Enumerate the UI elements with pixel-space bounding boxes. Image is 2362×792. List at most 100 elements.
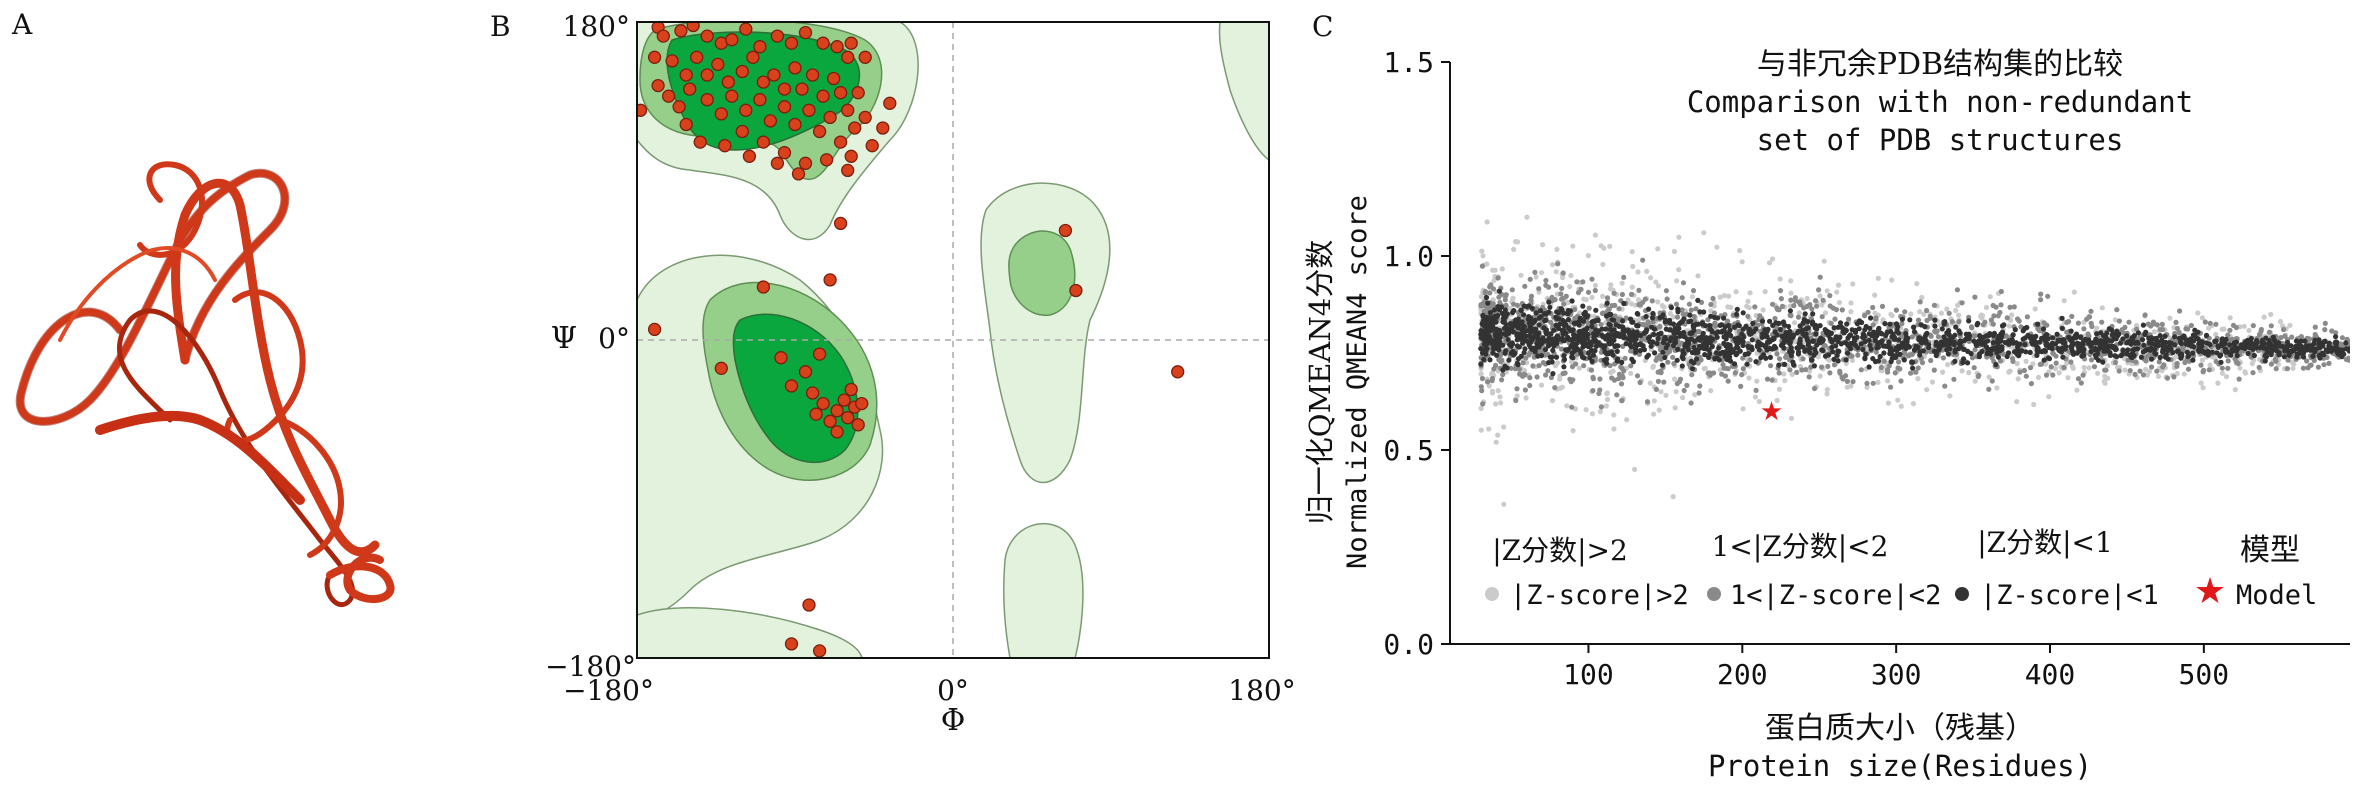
scatter-point-z-1to2 bbox=[1723, 365, 1729, 371]
scatter-point-z-gt2 bbox=[1514, 393, 1520, 399]
scatter-point-z-lt1 bbox=[2205, 352, 2211, 358]
scatter-point-z-lt1 bbox=[2054, 331, 2060, 337]
legend-model-en: Model bbox=[2236, 580, 2317, 611]
scatter-point-z-1to2 bbox=[2010, 356, 2016, 362]
scatter-point-z-1to2 bbox=[1812, 385, 1818, 392]
scatter-point-z-1to2 bbox=[1768, 363, 1774, 369]
scatter-point-z-1to2 bbox=[1740, 355, 1746, 361]
scatter-point-z-lt1 bbox=[2146, 340, 2152, 346]
scatter-point-z-gt2 bbox=[1628, 370, 1634, 376]
scatter-point-z-1to2 bbox=[2198, 362, 2204, 368]
scatter-point-z-gt2 bbox=[2261, 314, 2267, 320]
y-tick-label: 0.5 bbox=[1383, 434, 1434, 467]
scatter-point-z-lt1 bbox=[1642, 329, 1649, 335]
scatter-point-z-lt1 bbox=[1643, 314, 1649, 320]
scatter-point-z-1to2 bbox=[2088, 357, 2095, 363]
residue-point bbox=[683, 82, 697, 96]
scatter-point-z-1to2 bbox=[2024, 314, 2030, 320]
scatter-point-z-1to2 bbox=[1598, 349, 1604, 355]
scatter-point-z-gt2 bbox=[1959, 368, 1965, 374]
scatter-point-z-gt2 bbox=[1592, 282, 1598, 289]
scatter-point-z-1to2 bbox=[2164, 375, 2171, 381]
scatter-point-z-lt1 bbox=[1841, 330, 1847, 336]
scatter-point-z-1to2 bbox=[1794, 369, 1800, 375]
scatter-point-z-gt2 bbox=[1495, 388, 1501, 394]
scatter-point-z-lt1 bbox=[1522, 333, 1528, 339]
scatter-point-z-lt1 bbox=[1485, 300, 1491, 306]
scatter-point-z-lt1 bbox=[1608, 332, 1614, 338]
scatter-point-z-gt2 bbox=[1651, 398, 1657, 404]
scatter-point-z-lt1 bbox=[2296, 342, 2302, 348]
scatter-point-z-lt1 bbox=[2197, 339, 2203, 345]
scatter-point-z-1to2 bbox=[1574, 279, 1580, 285]
scatter-point-z-gt2 bbox=[1872, 292, 1878, 298]
scatter-point-z-lt1 bbox=[2046, 356, 2053, 362]
y-axis-label-en: Normalized QMEAN4 score bbox=[1342, 195, 1373, 569]
scatter-point-z-gt2 bbox=[2198, 380, 2204, 386]
scatter-point-z-gt2 bbox=[2071, 289, 2077, 295]
residue-point bbox=[637, 103, 648, 117]
scatter-point-z-lt1 bbox=[1725, 341, 1731, 348]
scatter-point-z-lt1 bbox=[2153, 335, 2159, 341]
scatter-point-z-lt1 bbox=[1491, 345, 1498, 351]
scatter-point-z-gt2 bbox=[2112, 317, 2118, 323]
scatter-point-z-lt1 bbox=[1774, 332, 1780, 338]
scatter-point-z-lt1 bbox=[1933, 350, 1939, 356]
scatter-point-z-lt1 bbox=[1779, 333, 1785, 339]
scatter-point-z-lt1 bbox=[2284, 344, 2290, 350]
scatter-point-z-lt1 bbox=[1893, 345, 1899, 351]
scatter-point-z-gt2 bbox=[1747, 290, 1753, 296]
scatter-point-z-lt1 bbox=[1521, 312, 1527, 318]
scatter-point-z-lt1 bbox=[1556, 316, 1562, 322]
scatter-point-z-1to2 bbox=[1892, 370, 1898, 376]
scatter-point-z-lt1 bbox=[2066, 334, 2072, 340]
scatter-point-z-lt1 bbox=[1502, 350, 1508, 356]
scatter-point-z-1to2 bbox=[2213, 321, 2219, 327]
scatter-point-z-1to2 bbox=[1673, 301, 1680, 307]
scatter-point-z-gt2 bbox=[1740, 406, 1746, 412]
scatter-point-z-gt2 bbox=[1929, 379, 1936, 385]
scatter-point-z-lt1 bbox=[1486, 315, 1493, 321]
residue-point bbox=[788, 61, 802, 75]
scatter-point-z-1to2 bbox=[1934, 328, 1940, 334]
scatter-point-z-lt1 bbox=[2119, 351, 2125, 358]
scatter-point-z-1to2 bbox=[1543, 372, 1549, 378]
scatter-point-z-lt1 bbox=[1832, 336, 1838, 342]
scatter-point-z-lt1 bbox=[1561, 364, 1567, 370]
scatter-point-z-1to2 bbox=[1671, 361, 1677, 367]
scatter-point-z-gt2 bbox=[1721, 293, 1727, 299]
scatter-point-z-1to2 bbox=[1711, 310, 1717, 316]
scatter-point-z-lt1 bbox=[2068, 328, 2074, 334]
scatter-point-z-lt1 bbox=[1528, 338, 1535, 344]
scatter-point-z-lt1 bbox=[1837, 334, 1843, 340]
scatter-point-z-gt2 bbox=[1776, 386, 1783, 392]
scatter-point-z-lt1 bbox=[2300, 350, 2306, 356]
scatter-point-z-1to2 bbox=[1619, 365, 1625, 371]
scatter-point-z-lt1 bbox=[1858, 341, 1864, 347]
scatter-point-z-1to2 bbox=[2154, 322, 2160, 328]
residue-point bbox=[714, 107, 728, 121]
scatter-point-z-gt2 bbox=[1972, 378, 1978, 384]
scatter-point-z-gt2 bbox=[2074, 387, 2080, 393]
scatter-point-z-lt1 bbox=[1500, 315, 1506, 321]
scatter-point-z-1to2 bbox=[1710, 295, 1716, 302]
scatter-point-z-lt1 bbox=[1491, 340, 1497, 346]
scatter-point-z-lt1 bbox=[2191, 338, 2197, 344]
scatter-point-z-gt2 bbox=[2009, 312, 2015, 318]
scatter-point-z-1to2 bbox=[1489, 378, 1495, 384]
scatter-point-z-gt2 bbox=[1914, 281, 1920, 287]
scatter-point-z-gt2 bbox=[1824, 288, 1830, 294]
scatter-point-z-lt1 bbox=[1904, 334, 1910, 340]
scatter-point-z-lt1 bbox=[1676, 330, 1682, 336]
scatter-point-z-1to2 bbox=[2250, 370, 2256, 376]
scatter-point-z-1to2 bbox=[2176, 329, 2182, 335]
y-tick-label: 0.0 bbox=[1383, 628, 1434, 661]
residue-point bbox=[798, 365, 813, 379]
scatter-point-z-lt1 bbox=[2218, 359, 2224, 365]
scatter-point-z-lt1 bbox=[1882, 321, 1888, 327]
residue-point bbox=[753, 40, 767, 54]
scatter-point-z-lt1 bbox=[2093, 354, 2099, 361]
scatter-point-z-1to2 bbox=[1909, 334, 1915, 340]
scatter-point-z-1to2 bbox=[1628, 291, 1635, 297]
